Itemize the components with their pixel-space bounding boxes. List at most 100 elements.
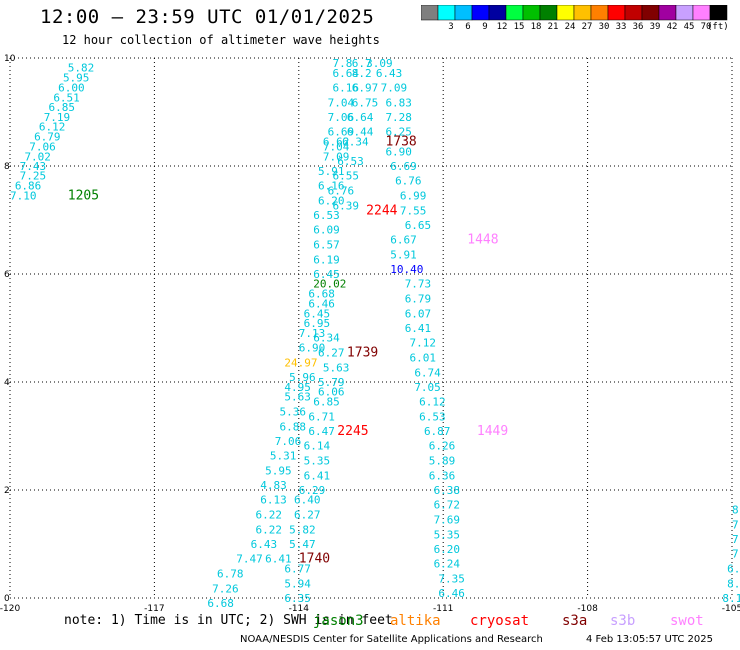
- wave-height-value: 6.06: [318, 386, 345, 399]
- wave-height-value: 10.40: [390, 263, 423, 276]
- wave-height-value: 8.2: [352, 67, 372, 80]
- legend-tick-label: 30: [598, 22, 610, 32]
- legend-tick-label: 21: [547, 22, 559, 32]
- x-tick-label: -108: [577, 604, 598, 612]
- wave-height-value: 6.14: [304, 440, 331, 453]
- wave-height-value: 6.40: [294, 494, 321, 507]
- wave-height-value: 6.45: [313, 268, 340, 281]
- wave-height-value: 6.87: [424, 425, 451, 438]
- wave-height-value: 6.29: [299, 484, 326, 497]
- wave-height-value: 6.95: [304, 317, 331, 330]
- wave-height-value: 6.88: [280, 420, 307, 433]
- wave-height-value: 6.71: [308, 411, 335, 424]
- y-tick-label: 4: [4, 378, 10, 388]
- mission-s3b: s3b: [610, 613, 636, 629]
- legend-tick-label: 42: [666, 22, 678, 32]
- wave-height-value: 6.34: [342, 136, 369, 149]
- x-tick-label: -117: [144, 604, 164, 612]
- legend-tick-label: 33: [615, 22, 627, 32]
- wave-height-value: 6.12: [419, 395, 446, 408]
- page-subtitle: 12 hour collection of altimeter wave hei…: [62, 33, 380, 47]
- wave-height-value: 6.27: [318, 346, 345, 359]
- x-tick-label: -111: [433, 604, 453, 612]
- wave-height-value: 5.82: [289, 523, 316, 536]
- wave-height-value: 7: [732, 533, 739, 546]
- y-tick-label: 6: [4, 270, 10, 280]
- wave-height-value: 5.36: [280, 406, 307, 419]
- wave-height-value: 6.13: [260, 494, 287, 507]
- wave-height-value: 6.44: [347, 125, 374, 138]
- wave-height-value: 6.76: [395, 175, 422, 188]
- wave-height-value: 7.73: [405, 278, 432, 291]
- wave-height-value: 6.65: [405, 219, 432, 232]
- wave-height-value: 6.47: [308, 425, 335, 438]
- wave-height-value: 24.97: [284, 357, 317, 370]
- page-title: 12:00 – 23:59 UTC 01/01/2025: [40, 6, 375, 28]
- wave-height-value: 6.86: [15, 179, 41, 192]
- legend-tick-label: 12: [496, 22, 508, 32]
- mission-legend: jason3 altika cryosat s3a s3b swot: [0, 612, 740, 632]
- wave-height-value: 6.20: [318, 195, 345, 208]
- wave-height-value: 8.16: [722, 592, 740, 605]
- wave-height-value: 7.8: [332, 57, 352, 70]
- pass-time-label: 1205: [68, 189, 99, 204]
- wave-height-value: 6.51: [53, 91, 80, 104]
- wave-height-value: 6.09: [313, 224, 340, 237]
- wave-height-value: 6.12: [39, 121, 66, 134]
- y-tick-label: 2: [4, 486, 10, 496]
- pass-time-label: 1740: [299, 552, 330, 567]
- wave-height-value: 6.36: [429, 469, 456, 482]
- wave-height-value: 6.39: [332, 199, 359, 212]
- wave-height-value: 6.22: [255, 523, 281, 536]
- wave-height-value: 6.68: [207, 597, 234, 610]
- wave-height-value: 7.10: [10, 190, 37, 203]
- wave-height-value: 7.47: [236, 553, 263, 566]
- wave-height-value: 8: [732, 503, 739, 516]
- wave-height-value: 6.26: [429, 440, 456, 453]
- wave-height-value: 6.53: [419, 411, 446, 424]
- footer-note: note: 1) Time is in UTC; 2) SWH is in fe…: [64, 613, 393, 628]
- wave-height-value: 6.46: [308, 298, 335, 311]
- legend-unit: (ft): [707, 22, 729, 32]
- wave-height-value: 6.46: [438, 587, 465, 600]
- wave-height-value: 5.31: [270, 449, 297, 462]
- wave-height-value: 6.90: [299, 341, 326, 354]
- wave-height-value: 6.43: [251, 538, 278, 551]
- timestamp-text: 4 Feb 13:05:57 UTC 2025: [586, 634, 713, 645]
- wave-height-value: 5.35: [434, 528, 461, 541]
- wave-height-value: 8.7: [727, 577, 740, 590]
- legend-tick-label: 39: [649, 22, 661, 32]
- wave-height-value: 7.69: [434, 514, 461, 527]
- wave-height-value: 6.72: [434, 499, 461, 512]
- wave-height-value: 7.09: [381, 82, 408, 95]
- wave-height-value: 6.79: [34, 130, 61, 143]
- wave-height-value: 6.83: [385, 96, 412, 109]
- wave-height-value: 6.53: [313, 209, 340, 222]
- x-tick-label: -120: [0, 604, 20, 612]
- credit-text: NOAA/NESDIS Center for Satellite Applica…: [240, 634, 543, 645]
- wave-height-value: 5.63: [323, 361, 350, 374]
- wave-height-value: 6.97: [352, 82, 379, 95]
- wave-height-value: 7.13: [299, 327, 326, 340]
- wave-height-value: 6.43: [376, 67, 403, 80]
- wave-height-value: 5.91: [318, 165, 345, 178]
- wave-height-value: 5.47: [289, 538, 316, 551]
- wave-height-value: 7.25: [20, 170, 47, 183]
- legend-tick-label: 70: [700, 22, 712, 32]
- wave-height-value: 6.16: [332, 82, 359, 95]
- wave-height-value: 5.94: [284, 577, 311, 590]
- legend-swatch: [709, 5, 728, 21]
- legend-tick-label: 24: [564, 22, 576, 32]
- mission-cryosat: cryosat: [470, 613, 530, 629]
- wave-height-value: 6.69: [328, 125, 355, 138]
- wave-height-value: 4.83: [260, 479, 287, 492]
- wave-height-value: 7.04: [323, 141, 350, 154]
- wave-height-value: 6.45: [304, 307, 331, 320]
- legend-tick-label: 36: [632, 22, 644, 32]
- wave-height-value: 6.22: [255, 508, 281, 521]
- pass-time-label: 1449: [477, 424, 508, 439]
- wave-height-value: 6.62: [323, 136, 350, 149]
- wave-height-value: 7.35: [438, 573, 465, 586]
- legend-tick-label: 3: [448, 22, 454, 32]
- wave-height-value: 6.01: [410, 352, 437, 365]
